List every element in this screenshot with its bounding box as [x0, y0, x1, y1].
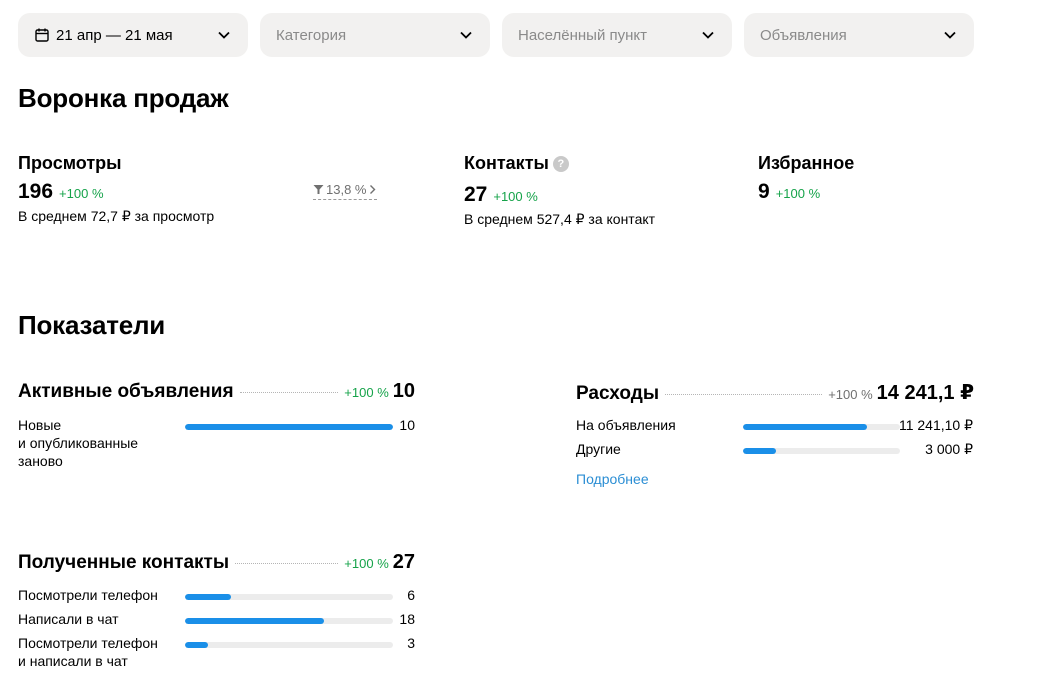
received-contacts-value: 27 [392, 551, 415, 573]
more-details-link[interactable]: Подробнее [576, 471, 649, 487]
contacts-row-label: Написали в чат [18, 611, 119, 627]
contacts-row-label: Посмотрели телефон [18, 587, 158, 603]
received-contacts-title: Полученные контакты [18, 552, 230, 573]
dotted-leader [239, 392, 339, 393]
funnel-icon [313, 185, 324, 194]
contacts-value: 27 [464, 183, 488, 206]
expenses-row-bar [743, 448, 900, 454]
active-ads-row-label: Новые и опубликованные заново [18, 417, 139, 469]
received-contacts-delta: +100 % [344, 556, 389, 571]
contacts-row-value: 6 [407, 587, 415, 603]
chevron-down-icon [944, 31, 956, 39]
favorites-label: Избранное [758, 153, 855, 173]
expenses-row-value: 3 000 ₽ [925, 441, 973, 457]
expenses-row-value: 11 241,10 ₽ [898, 417, 973, 433]
calendar-icon [35, 28, 49, 42]
funnel-title: Воронка продаж [18, 83, 229, 113]
received-contacts-header: Полученные контакты +100 % 27 [18, 551, 415, 574]
contacts-row-label: Посмотрели телефон и написали в чат [18, 635, 158, 669]
chevron-down-icon [702, 31, 714, 39]
bar-fill [185, 594, 231, 600]
favorites-delta: +100 % [775, 186, 821, 201]
active-ads-row-value: 10 [399, 417, 415, 433]
contacts-label: Контакты? [464, 153, 569, 174]
expenses-value: 14 241,1 ₽ [876, 382, 974, 404]
contacts-row-bar [185, 642, 393, 648]
indicators-title: Показатели [18, 310, 166, 340]
views-label: Просмотры [18, 153, 122, 173]
active-ads-title: Активные объявления [18, 381, 234, 402]
active-ads-header: Активные объявления +100 % 10 [18, 380, 415, 403]
bar-fill [743, 448, 776, 454]
contacts-delta: +100 % [493, 189, 538, 204]
ads-placeholder: Объявления [760, 26, 847, 44]
active-ads-value: 10 [392, 380, 415, 402]
locality-placeholder: Населённый пункт [518, 26, 648, 44]
contacts-average: В среднем 527,4 ₽ за контакт [464, 211, 656, 227]
chevron-down-icon [460, 31, 472, 39]
expenses-row-label: Другие [576, 441, 621, 457]
active-ads-delta: +100 % [344, 385, 389, 400]
views-value: 196 [18, 180, 54, 203]
dotted-leader [235, 563, 339, 564]
conversion-link[interactable]: 13,8 % [313, 182, 378, 200]
date-range-label: 21 апр — 21 мая [56, 26, 173, 44]
help-icon[interactable]: ? [552, 156, 569, 172]
locality-select[interactable]: Населённый пункт [502, 13, 732, 57]
expenses-row-label: На объявления [576, 417, 676, 433]
bar-fill [743, 424, 868, 430]
date-range-filter[interactable]: 21 апр — 21 мая [18, 13, 248, 57]
bar-fill [185, 424, 393, 430]
contacts-label-text: Контакты [464, 153, 549, 173]
expenses-title: Расходы [576, 383, 660, 404]
contacts-metric: 27 +100 % [464, 183, 538, 207]
category-placeholder: Категория [276, 26, 347, 44]
favorites-value: 9 [758, 180, 770, 203]
favorites-metric: 9 +100 % [758, 180, 820, 204]
bar-fill [185, 618, 325, 624]
conversion-value: 13,8 % [326, 182, 367, 197]
contacts-row-value: 3 [407, 635, 415, 651]
dotted-leader [665, 394, 823, 395]
ads-select[interactable]: Объявления [744, 13, 974, 57]
expenses-row-bar [743, 424, 900, 430]
chevron-down-icon [218, 31, 230, 39]
chevron-right-icon [370, 185, 376, 194]
views-metric: 196 +100 % [18, 180, 104, 204]
expenses-delta: +100 % [828, 387, 873, 402]
contacts-row-bar [185, 594, 393, 600]
active-ads-row-bar [185, 424, 393, 430]
views-delta: +100 % [59, 186, 104, 201]
category-select[interactable]: Категория [260, 13, 490, 57]
contacts-row-value: 18 [399, 611, 415, 627]
contacts-row-bar [185, 618, 393, 624]
expenses-header: Расходы +100 % 14 241,1 ₽ [576, 380, 974, 405]
views-average: В среднем 72,7 ₽ за просмотр [18, 208, 215, 224]
bar-fill [185, 642, 208, 648]
